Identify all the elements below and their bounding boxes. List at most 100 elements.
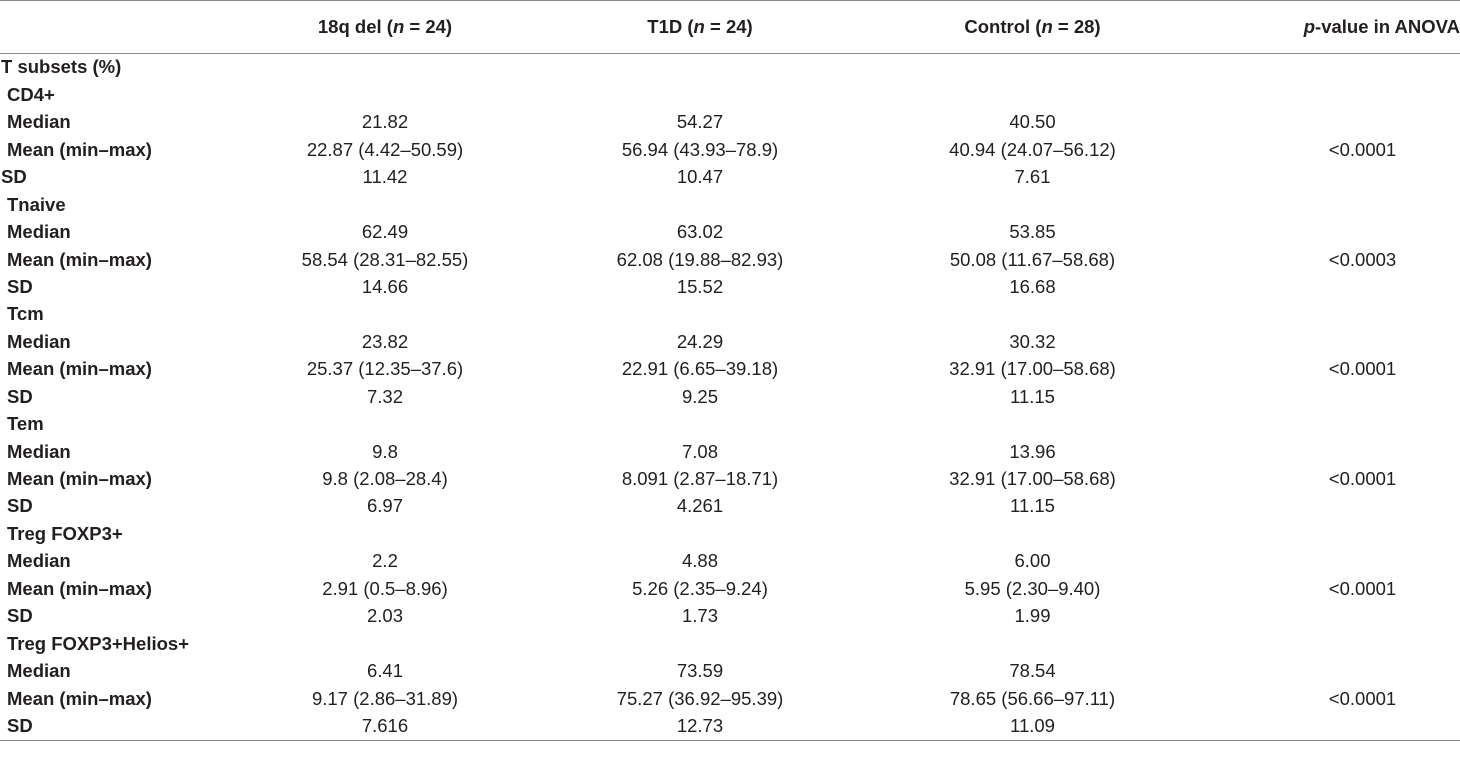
mean-value-t1d: 8.091 (2.87–18.71) [621,468,779,490]
sd-value-t1d: 10.47 [676,166,724,188]
header-t1d: T1D (n = 24) [540,0,860,54]
group-row-tem: Tem [0,411,1460,438]
anova-p-value: <0.0001 [1328,687,1397,709]
header-control-count: = 28) [1052,15,1101,37]
median-value-control: 40.50 [1009,111,1056,133]
header-control: Control (n = 28) [860,0,1205,54]
header-18q-del-label: 18q del ( [317,15,393,37]
sd-row: SD 7.616 12.73 11.09 [0,712,1460,741]
median-value-control: 30.32 [1009,330,1056,352]
group-row-cd4: CD4+ [0,81,1460,108]
median-row: Median 62.49 63.02 53.85 [0,219,1460,246]
sd-value-control: 11.09 [860,712,1205,741]
empty-cell [860,191,1205,218]
empty-cell [1205,164,1460,191]
group-name: CD4+ [7,83,55,105]
empty-cell [1205,520,1460,547]
header-18q-del-count: = 24) [404,15,453,37]
mean-label: Mean (min–max) [7,577,152,599]
empty-cell [230,191,540,218]
empty-cell [230,630,540,657]
header-18q-del: 18q del (n = 24) [230,0,540,54]
mean-row: Mean (min–max) 58.54 (28.31–82.55) 62.08 (… [0,246,1460,273]
header-p-value-label: -value in ANOVA [1315,15,1460,37]
anova-p-value: <0.0001 [1328,358,1397,380]
anova-p-value: <0.0001 [1328,577,1397,599]
n-symbol: n [392,15,405,37]
header-p-value: p-value in ANOVA [1205,0,1460,54]
mean-row: Mean (min–max) 25.37 (12.35–37.6) 22.91 (6… [0,356,1460,383]
mean-row: Mean (min–max) 2.91 (0.5–8.96) 5.26 (2.35–… [0,575,1460,602]
median-label: Median [7,221,71,243]
empty-cell [1205,603,1460,630]
header-t1d-count: = 24) [704,15,753,37]
anova-p-value: <0.0001 [1328,468,1397,490]
sd-value-control: 7.61 [1014,166,1051,188]
mean-value-18q-del: 2.91 (0.5–8.96) [322,577,448,599]
sd-value-18q-del: 11.42 [362,166,408,188]
mean-value-t1d: 5.26 (2.35–9.24) [632,577,768,599]
table-body: T subsets (%) CD4+ Median 21.82 54.27 40.50 M… [0,54,1460,741]
empty-cell [1205,548,1460,575]
mean-value-control: 32.91 (17.00–58.68) [949,358,1116,380]
mean-value-18q-del: 25.37 (12.35–37.6) [306,358,464,380]
group-row-tcm: Tcm [0,301,1460,328]
t-subsets-table: 18q del (n = 24) T1D (n = 24) Control (n… [0,0,1460,741]
sd-value-18q-del: 6.97 [366,495,403,517]
sd-label: SD [1,166,27,188]
median-value-18q-del: 6.41 [366,660,403,682]
mean-value-t1d: 56.94 (43.93–78.9) [621,138,779,160]
median-label: Median [7,440,71,462]
median-label: Median [7,111,71,133]
median-row: Median 9.8 7.08 13.96 [0,438,1460,465]
median-label: Median [7,660,71,682]
sd-value-control: 16.68 [1009,275,1056,297]
mean-label: Mean (min–max) [7,468,152,490]
header-t1d-label: T1D ( [647,15,694,37]
mean-value-18q-del: 58.54 (28.31–82.55) [301,248,469,270]
median-label: Median [7,330,71,352]
mean-value-18q-del: 22.87 (4.42–50.59) [306,138,464,160]
empty-cell [1205,191,1460,218]
sd-value-t1d: 1.73 [681,605,718,627]
median-row: Median 21.82 54.27 40.50 [0,109,1460,136]
n-symbol: n [1041,15,1053,37]
sd-label: SD [7,495,33,517]
median-value-control: 78.54 [1009,660,1056,682]
sd-value-18q-del: 7.616 [230,712,540,741]
sd-value-t1d: 4.261 [676,495,724,517]
sd-label: SD [0,712,230,741]
sd-value-control: 11.15 [1010,495,1055,517]
empty-cell [860,81,1205,108]
median-value-control: 53.85 [1009,221,1056,243]
median-value-control: 6.00 [1014,550,1051,572]
empty-cell [540,520,860,547]
median-value-t1d: 54.27 [676,111,724,133]
empty-cell [1205,712,1460,741]
mean-label: Mean (min–max) [7,358,152,380]
sd-label: SD [7,385,33,407]
empty-cell [1205,630,1460,657]
median-label: Median [7,550,71,572]
mean-value-control: 40.94 (24.07–56.12) [949,138,1116,160]
sd-value-control: 11.15 [1010,385,1055,407]
empty-cell [230,520,540,547]
sd-row: SD 11.42 10.47 7.61 [0,164,1460,191]
sd-row: SD 14.66 15.52 16.68 [0,274,1460,301]
mean-value-control: 78.65 (56.66–97.11) [949,687,1116,709]
median-value-18q-del: 23.82 [361,330,409,352]
sd-value-t1d: 15.52 [676,275,724,297]
group-name: Tnaive [7,193,66,215]
mean-row: Mean (min–max) 22.87 (4.42–50.59) 56.94 (4… [0,136,1460,163]
median-row: Median 2.2 4.88 6.00 [0,548,1460,575]
median-value-18q-del: 9.8 [372,440,398,462]
median-value-t1d: 63.02 [676,221,724,243]
mean-value-t1d: 75.27 (36.92–95.39) [616,687,784,709]
anova-p-value: <0.0001 [1328,138,1397,160]
median-value-18q-del: 2.2 [372,550,398,572]
header-control-label: Control ( [964,15,1042,37]
empty-cell [1205,54,1460,82]
mean-row: Mean (min–max) 9.8 (2.08–28.4) 8.091 (2.87… [0,466,1460,493]
median-value-18q-del: 21.82 [361,111,409,133]
